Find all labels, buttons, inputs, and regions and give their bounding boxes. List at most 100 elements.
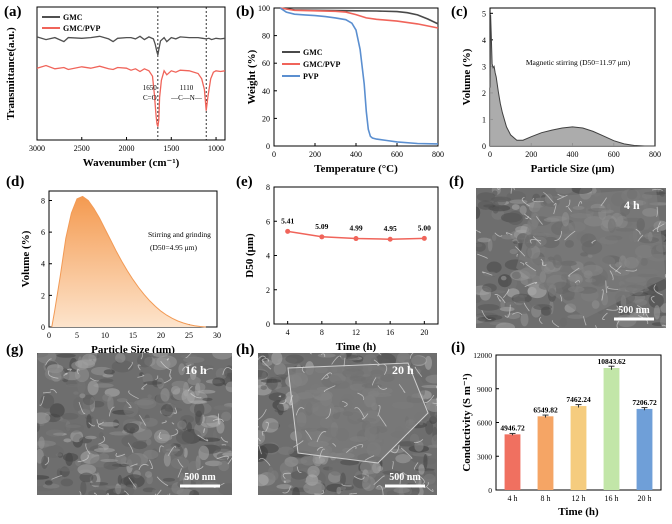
sem-grain bbox=[73, 391, 79, 395]
sem-grain bbox=[653, 305, 661, 320]
sem-edge bbox=[605, 280, 608, 294]
sem-edge bbox=[296, 466, 302, 473]
time-label: 4 h bbox=[624, 198, 640, 212]
sem-edge bbox=[653, 284, 663, 296]
sem-grain bbox=[163, 452, 171, 467]
sem-grain bbox=[540, 306, 552, 316]
sem-edge bbox=[372, 377, 377, 386]
distribution-line bbox=[489, 14, 655, 147]
sem-grain bbox=[285, 354, 304, 364]
sem-grain bbox=[409, 356, 427, 365]
sem-edge bbox=[258, 409, 267, 420]
sem-grain bbox=[198, 445, 210, 461]
sem-grain bbox=[201, 364, 214, 371]
sem-edge bbox=[109, 406, 115, 417]
sem-grain bbox=[187, 376, 201, 386]
sem-grain bbox=[56, 353, 76, 358]
sem-flake bbox=[287, 362, 429, 464]
sem-grain bbox=[487, 238, 493, 252]
y-axis-label: Weight (%) bbox=[246, 49, 258, 104]
sem-grain bbox=[423, 454, 428, 469]
sem-grain bbox=[414, 440, 424, 452]
sem-grain bbox=[78, 408, 91, 416]
sem-grain bbox=[339, 486, 346, 490]
sem-grain bbox=[88, 489, 110, 495]
y-tick-label: 100 bbox=[258, 4, 270, 13]
sem-edge bbox=[557, 193, 564, 197]
sem-edge bbox=[67, 368, 72, 371]
sem-grain bbox=[111, 360, 134, 373]
annotation-text: 1650 bbox=[143, 84, 158, 92]
sem-edge bbox=[227, 457, 232, 465]
panel-i: 0 3000 6000 9000 12000 4946.72 4 h 6549.82 8 h 74… bbox=[461, 351, 662, 518]
y-tick-label: 0 bbox=[488, 486, 492, 495]
sem-grain bbox=[477, 303, 500, 311]
sem-edge bbox=[321, 372, 333, 381]
sem-grain bbox=[425, 420, 434, 435]
sem-edge bbox=[155, 375, 159, 380]
sem-edge bbox=[216, 455, 229, 460]
sem-edge bbox=[616, 320, 620, 328]
sem-grain bbox=[423, 473, 436, 485]
sem-grain bbox=[511, 204, 520, 211]
sem-edge bbox=[127, 361, 133, 370]
sem-grain bbox=[513, 300, 532, 314]
y-tick-label: 40 bbox=[262, 87, 270, 96]
sem-edge bbox=[540, 258, 544, 266]
sem-edge bbox=[376, 485, 384, 495]
sem-grain bbox=[41, 455, 48, 469]
sem-grain bbox=[121, 435, 138, 447]
sem-edge bbox=[413, 439, 424, 444]
x-tick-label: 2000 bbox=[119, 144, 135, 153]
x-tick-label: 400 bbox=[350, 150, 362, 159]
bar bbox=[570, 406, 587, 490]
time-label: 16 h bbox=[185, 363, 207, 377]
sem-grain bbox=[500, 275, 507, 281]
sem-edge bbox=[39, 395, 45, 406]
sem-grain bbox=[218, 483, 232, 495]
sem-edge bbox=[196, 465, 204, 471]
sem-grain bbox=[65, 452, 73, 467]
sem-edge bbox=[217, 413, 220, 425]
x-tick-label: 0 bbox=[488, 150, 492, 159]
sem-grain bbox=[408, 474, 420, 488]
sem-grain bbox=[60, 478, 74, 487]
sem-edge bbox=[591, 239, 596, 244]
sem-edge bbox=[625, 269, 637, 272]
sem-grain bbox=[292, 459, 308, 464]
sem-grain bbox=[382, 470, 402, 475]
data-label: 4.95 bbox=[384, 224, 397, 233]
sem-grain bbox=[136, 397, 157, 410]
sem-grain bbox=[86, 414, 92, 429]
sem-grain bbox=[519, 205, 527, 215]
sem-edge bbox=[356, 444, 364, 448]
sem-grain bbox=[262, 418, 279, 433]
x-tick-label: 4 h bbox=[508, 494, 518, 503]
sem-grain bbox=[175, 431, 195, 445]
sem-edge bbox=[161, 420, 167, 424]
sem-grain bbox=[98, 432, 104, 439]
sem-edge bbox=[373, 359, 380, 366]
sem-edge bbox=[79, 491, 82, 495]
sem-grain bbox=[221, 411, 232, 422]
sem-grain bbox=[270, 470, 279, 481]
sem-grain bbox=[476, 295, 482, 303]
sem-grain bbox=[258, 474, 269, 487]
data-point bbox=[319, 234, 325, 240]
sem-grain bbox=[153, 429, 170, 444]
sem-edge bbox=[78, 401, 86, 414]
sem-edge bbox=[44, 456, 50, 466]
sem-grain bbox=[65, 383, 82, 388]
x-tick-label: 600 bbox=[391, 150, 403, 159]
annotation-text: C=O bbox=[143, 94, 157, 102]
sem-grain bbox=[431, 434, 437, 448]
series-line-pvp bbox=[279, 7, 439, 145]
sem-edge bbox=[316, 446, 323, 451]
sem-grain bbox=[492, 234, 497, 241]
sem-edge bbox=[606, 285, 619, 290]
sem-edge bbox=[502, 288, 510, 298]
sem-edge bbox=[553, 202, 557, 215]
sem-grain bbox=[375, 486, 386, 490]
sem-grain bbox=[509, 248, 518, 255]
sem-grain bbox=[115, 454, 127, 465]
